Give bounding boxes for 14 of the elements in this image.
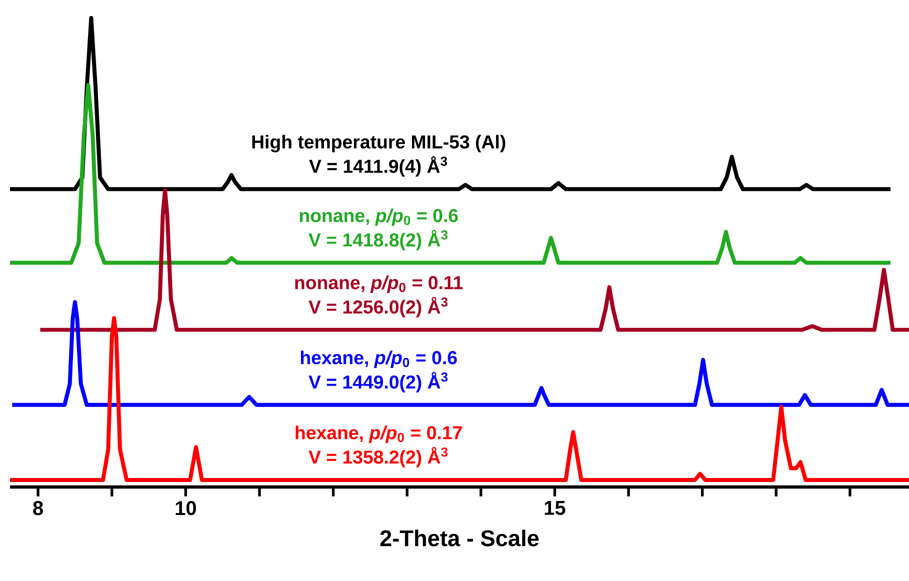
series-label: nonane, p/p$_{0}$ = 0.6 [300,208,458,226]
x-tick-label: 8 [33,501,43,516]
x-axis-title: 2-Theta - Scale [380,530,539,546]
annotation: V = 1411.9(4) Å$^{3}$ [309,156,448,177]
series-label: hexane, p/p$_{0}$ = 0.17 [296,426,462,444]
annotation: V = 1256.0(2) Å$^{3}$ [308,296,448,318]
annotation: V = 1449.0(2) Å$^{3}$ [308,372,448,392]
series-label: nonane, p/p$_{0}$ = 0.11 [295,276,463,293]
x-tick-label: 10 [176,501,196,516]
series-label: hexane, p/p$_{0}$ = 0.6 [300,350,457,368]
series-label: High temperature MIL-53 (Al) [252,134,506,152]
annotation: V = 1358.2(2) Å$^{3}$ [308,447,448,468]
x-tick-label: 15 [544,501,566,515]
annotation: V = 1418.8(2) Å$^{3}$ [308,230,448,250]
